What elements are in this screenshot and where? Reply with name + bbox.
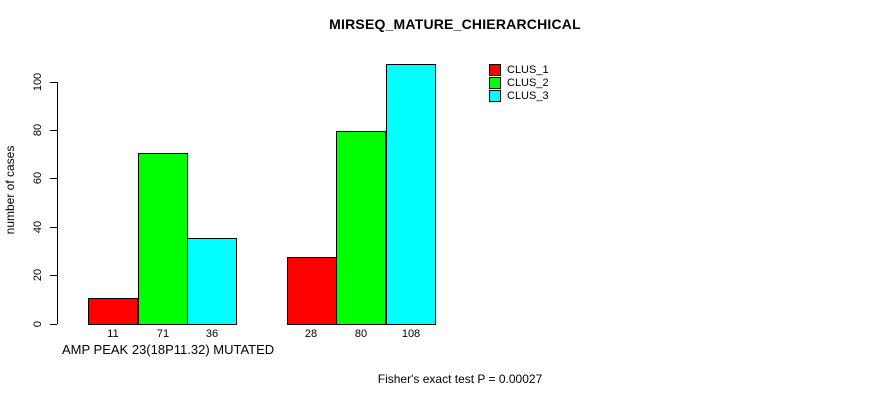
y-axis-label: number of cases xyxy=(3,145,17,235)
bar-clus_3-group2 xyxy=(386,64,436,325)
y-tick-mark xyxy=(50,227,57,228)
y-tick-mark xyxy=(50,178,57,179)
bar-clus_1-group1 xyxy=(88,298,138,325)
bar-value-label: 71 xyxy=(156,328,170,340)
legend-item-clus_3: CLUS_3 xyxy=(489,90,549,102)
bar-clus_1-group2 xyxy=(287,257,337,325)
y-tick-label: 20 xyxy=(32,268,44,282)
y-tick-mark xyxy=(50,130,57,131)
legend-item-clus_2: CLUS_2 xyxy=(489,77,549,89)
legend-label: CLUS_1 xyxy=(507,64,549,76)
y-tick-mark xyxy=(50,324,57,325)
legend-item-clus_1: CLUS_1 xyxy=(489,64,549,76)
stat-test-footnote: Fisher's exact test P = 0.00027 xyxy=(377,372,543,386)
legend-label: CLUS_3 xyxy=(507,90,549,102)
bar-value-label: 80 xyxy=(354,328,368,340)
y-tick-label: 80 xyxy=(32,123,44,137)
y-tick-mark xyxy=(50,82,57,83)
legend-swatch-icon xyxy=(489,64,501,76)
y-tick-label: 0 xyxy=(32,320,44,328)
legend-swatch-icon xyxy=(489,77,501,89)
y-tick-label: 40 xyxy=(32,220,44,234)
bar-clus_2-group1 xyxy=(138,153,188,325)
chart-title: MIRSEQ_MATURE_CHIERARCHICAL xyxy=(329,16,581,32)
y-tick-label: 60 xyxy=(32,171,44,185)
y-tick-label: 100 xyxy=(32,72,44,92)
bar-value-label: 28 xyxy=(304,328,318,340)
bar-value-label: 36 xyxy=(205,328,219,340)
y-axis-line xyxy=(57,82,58,324)
bar-clus_3-group1 xyxy=(187,238,237,325)
legend-label: CLUS_2 xyxy=(507,77,549,89)
x-axis-label: AMP PEAK 23(18P11.32) MUTATED xyxy=(62,342,275,357)
y-tick-mark xyxy=(50,275,57,276)
bar-value-label: 11 xyxy=(107,328,119,340)
bar-value-label: 108 xyxy=(401,328,421,340)
legend-swatch-icon xyxy=(489,90,501,102)
legend: CLUS_1 CLUS_2 CLUS_3 xyxy=(489,64,549,103)
bar-clus_2-group2 xyxy=(336,131,386,325)
